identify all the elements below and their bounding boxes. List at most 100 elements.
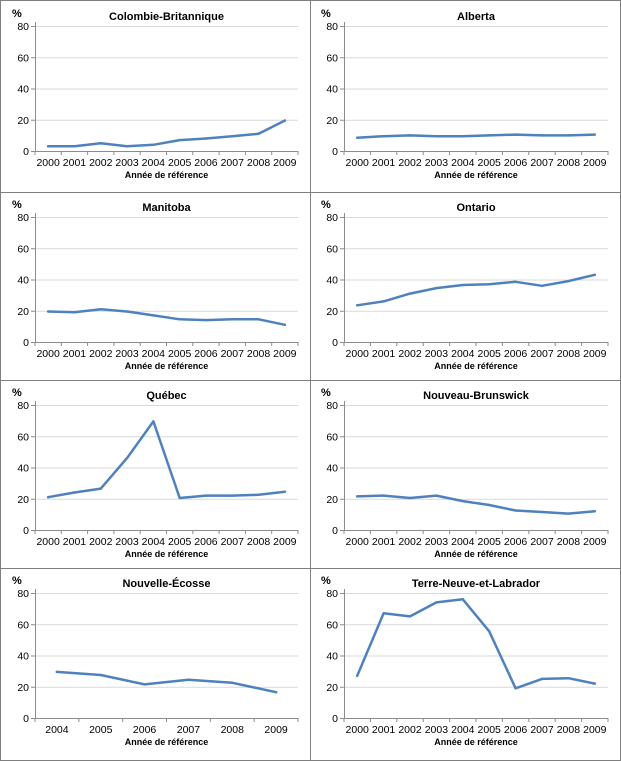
chart-panel: Nouveau-Brunswick% 0 20 40 60 80 2000 2001 2002 2… — [310, 380, 620, 568]
data-point — [257, 132, 260, 136]
x-tick-label: 2001 — [63, 348, 87, 360]
series-line — [355, 494, 597, 515]
x-tick-label: 2004 — [451, 724, 475, 736]
y-tick-label: 20 — [326, 494, 338, 506]
x-tick-label: 2002 — [398, 536, 422, 548]
y-tick-label: 0 — [23, 146, 29, 158]
x-tick-label: 2009 — [273, 157, 297, 169]
x-tick-label: 2007 — [177, 724, 201, 736]
data-point — [283, 323, 287, 327]
x-tick-label: 2004 — [142, 536, 166, 548]
chart-panel: Ontario% 0 20 40 60 80 2000 2001 2002 2003 2004 200… — [310, 192, 620, 380]
chart-title: Terre-Neuve-et-Labrador — [412, 578, 541, 590]
y-tick-label: 20 — [17, 494, 29, 506]
y-tick-label: 40 — [17, 651, 29, 663]
data-point — [435, 286, 438, 290]
data-point — [125, 145, 129, 148]
y-axis-label: % — [12, 199, 22, 211]
data-point — [283, 119, 287, 122]
x-axis-title: Année de référence — [434, 361, 518, 371]
data-point — [408, 615, 412, 618]
y-tick-label: 80 — [326, 21, 338, 33]
x-axis-title: Année de référence — [434, 549, 518, 559]
x-tick-label: 2000 — [346, 724, 370, 736]
y-axis-label: % — [12, 387, 22, 399]
y-tick-label: 20 — [17, 682, 29, 694]
x-tick-label: 2004 — [142, 348, 166, 360]
chart-panel: Terre-Neuve-et-Labrador% 0 20 40 60 80 2000 200… — [310, 568, 620, 760]
data-point — [143, 683, 146, 686]
y-tick-label: 40 — [17, 275, 29, 287]
data-point — [73, 311, 76, 314]
x-tick-label: 2002 — [398, 724, 422, 736]
x-tick-label: 2000 — [36, 348, 60, 360]
x-tick-label: 2005 — [478, 536, 502, 548]
y-tick-label: 80 — [326, 588, 338, 600]
x-tick-label: 2009 — [583, 157, 607, 169]
data-point — [461, 134, 464, 138]
data-point — [231, 681, 234, 685]
x-tick-label: 2005 — [168, 157, 192, 169]
data-point — [540, 677, 544, 681]
data-point — [73, 145, 76, 148]
data-point — [178, 138, 181, 142]
data-point — [46, 310, 50, 313]
y-tick-label: 60 — [17, 431, 29, 443]
data-point — [540, 510, 544, 514]
chart-title: Québec — [146, 390, 186, 402]
x-tick-label: 2004 — [451, 536, 475, 548]
y-tick-label: 80 — [17, 21, 29, 33]
y-tick-label: 40 — [17, 463, 29, 475]
data-point — [125, 310, 129, 313]
y-tick-label: 60 — [17, 619, 29, 631]
data-point — [488, 503, 491, 507]
data-point — [231, 134, 234, 138]
data-point — [274, 691, 278, 694]
x-tick-label: 2006 — [194, 348, 218, 360]
data-point — [99, 307, 102, 311]
data-point — [356, 674, 359, 678]
y-tick-label: 80 — [326, 212, 338, 224]
data-point — [593, 273, 596, 277]
data-point — [567, 134, 570, 137]
y-tick-label: 20 — [326, 115, 338, 127]
x-tick-label: 2009 — [583, 724, 607, 736]
data-point — [408, 292, 412, 295]
y-tick-label: 0 — [23, 525, 29, 537]
x-tick-label: 2007 — [530, 724, 554, 736]
x-tick-label: 2002 — [398, 348, 422, 360]
x-tick-label: 2003 — [115, 157, 139, 169]
x-tick-label: 2001 — [372, 536, 396, 548]
y-tick-label: 60 — [17, 243, 29, 255]
data-point — [231, 494, 234, 497]
data-point — [178, 496, 181, 500]
data-point — [187, 678, 190, 681]
chart-title: Ontario — [456, 202, 495, 214]
series-line — [46, 307, 287, 327]
x-tick-label: 2001 — [372, 724, 396, 736]
x-tick-label: 2008 — [247, 348, 271, 360]
x-tick-label: 2003 — [425, 348, 449, 360]
x-tick-label: 2006 — [504, 348, 528, 360]
series-line — [355, 273, 597, 307]
data-point — [99, 141, 102, 145]
x-axis-title: Année de référence — [434, 737, 518, 747]
x-tick-label: 2004 — [45, 724, 69, 736]
series-line — [355, 133, 597, 139]
y-tick-label: 20 — [17, 306, 29, 318]
y-axis-label: % — [321, 387, 331, 399]
data-point — [488, 282, 491, 286]
x-tick-label: 2003 — [425, 157, 449, 169]
series-line — [46, 420, 287, 500]
y-tick-label: 20 — [17, 115, 29, 127]
y-tick-label: 60 — [326, 619, 338, 631]
data-point — [408, 134, 412, 137]
data-point — [382, 612, 385, 615]
x-tick-label: 2003 — [115, 536, 139, 548]
y-tick-label: 0 — [23, 337, 29, 349]
series-line — [46, 119, 287, 148]
x-axis-title: Année de référence — [125, 549, 209, 559]
x-tick-label: 2003 — [425, 536, 449, 548]
